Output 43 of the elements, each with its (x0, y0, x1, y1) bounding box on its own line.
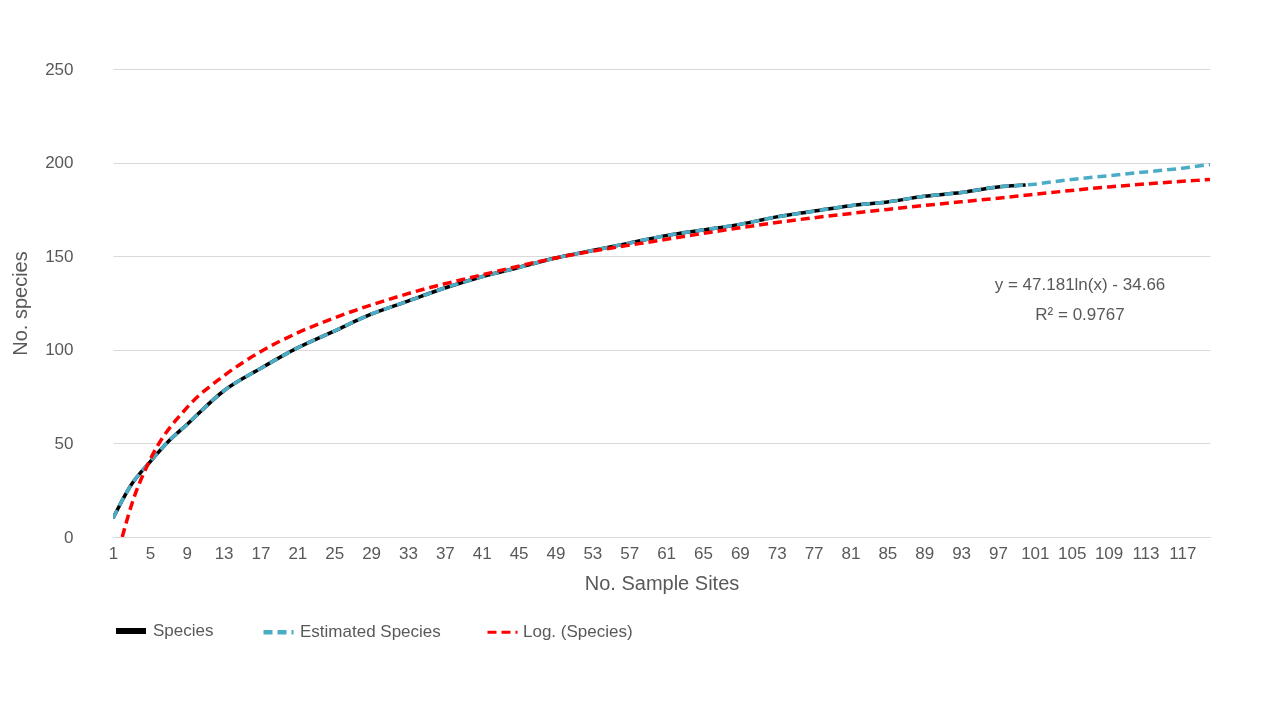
x-tick-label: 89 (915, 543, 935, 563)
y-tick-label: 100 (45, 340, 74, 360)
x-tick-label: 85 (878, 543, 898, 563)
x-tick-label: 33 (399, 543, 418, 563)
legend-label: Species (153, 621, 214, 640)
legend-label: Estimated Species (300, 622, 441, 642)
y-tick-label: 250 (45, 59, 74, 79)
y-axis-title: No. species (9, 251, 32, 356)
x-tick-label: 113 (1132, 543, 1160, 563)
y-tick-label: 200 (45, 153, 74, 173)
x-tick-label: 25 (325, 543, 345, 563)
x-tick-label: 37 (435, 543, 455, 563)
x-tick-label: 49 (546, 543, 566, 563)
x-tick-label: 109 (1094, 543, 1124, 563)
x-tick-label: 5 (145, 543, 156, 563)
x-tick-label: 97 (989, 543, 1008, 563)
x-tick-label: 53 (583, 543, 603, 563)
x-tick-label: 13 (214, 543, 234, 563)
x-tick-label: 57 (620, 543, 640, 563)
x-tick-label: 45 (509, 543, 529, 563)
x-tick-label: 73 (767, 543, 787, 563)
x-tick-label: 77 (804, 543, 824, 563)
y-tick-label: 50 (54, 433, 74, 453)
x-tick-label: 65 (694, 543, 713, 563)
x-tick-label: 93 (952, 543, 972, 563)
x-tick-label: 9 (182, 543, 192, 563)
legend-label: Log. (Species) (523, 622, 633, 642)
annotation: y = 47.181ln(x) - 34.66 (994, 275, 1166, 294)
x-tick-label: 41 (472, 543, 492, 563)
y-tick-label: 0 (64, 527, 74, 547)
x-tick-label: 117 (1169, 543, 1197, 563)
x-tick-label: 101 (1021, 543, 1050, 563)
x-tick-label: 1 (108, 543, 119, 563)
x-tick-label: 81 (841, 543, 861, 563)
x-tick-label: 105 (1058, 543, 1087, 563)
annotation: R² = 0.9767 (1035, 305, 1125, 324)
x-axis-title: No. Sample Sites (584, 571, 740, 594)
x-tick-label: 21 (288, 543, 308, 563)
x-tick-label: 69 (730, 543, 750, 563)
x-tick-label: 17 (251, 543, 271, 563)
x-tick-label: 29 (362, 543, 382, 563)
x-tick-label: 61 (657, 543, 677, 563)
y-tick-label: 150 (45, 246, 74, 266)
